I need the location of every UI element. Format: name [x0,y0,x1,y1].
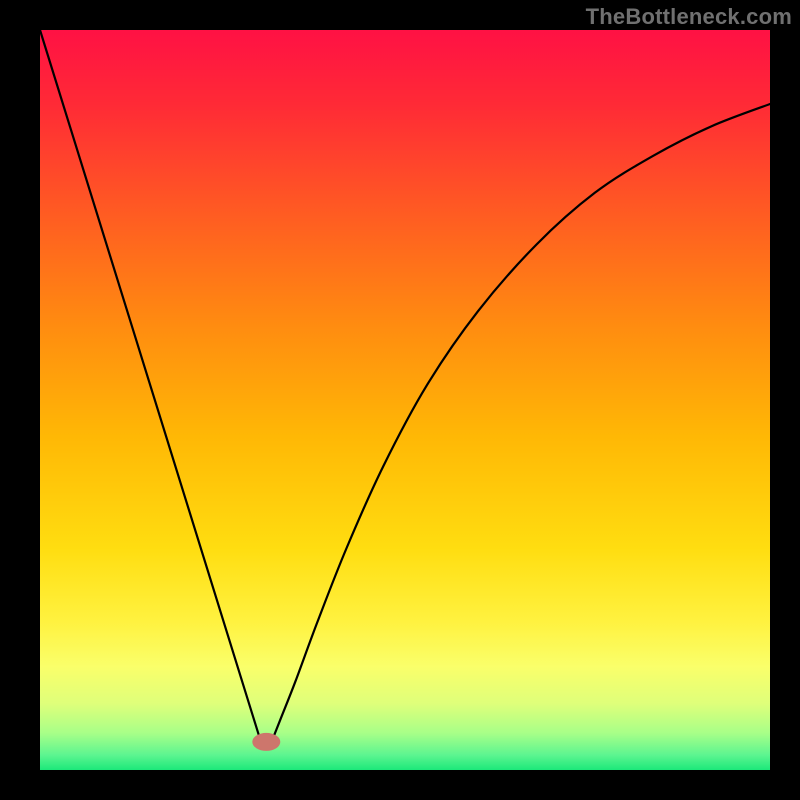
bottleneck-chart [0,0,800,800]
watermark-text: TheBottleneck.com [586,4,792,30]
chart-container: TheBottleneck.com [0,0,800,800]
chart-plot-area [40,30,770,770]
chart-marker [252,733,280,751]
